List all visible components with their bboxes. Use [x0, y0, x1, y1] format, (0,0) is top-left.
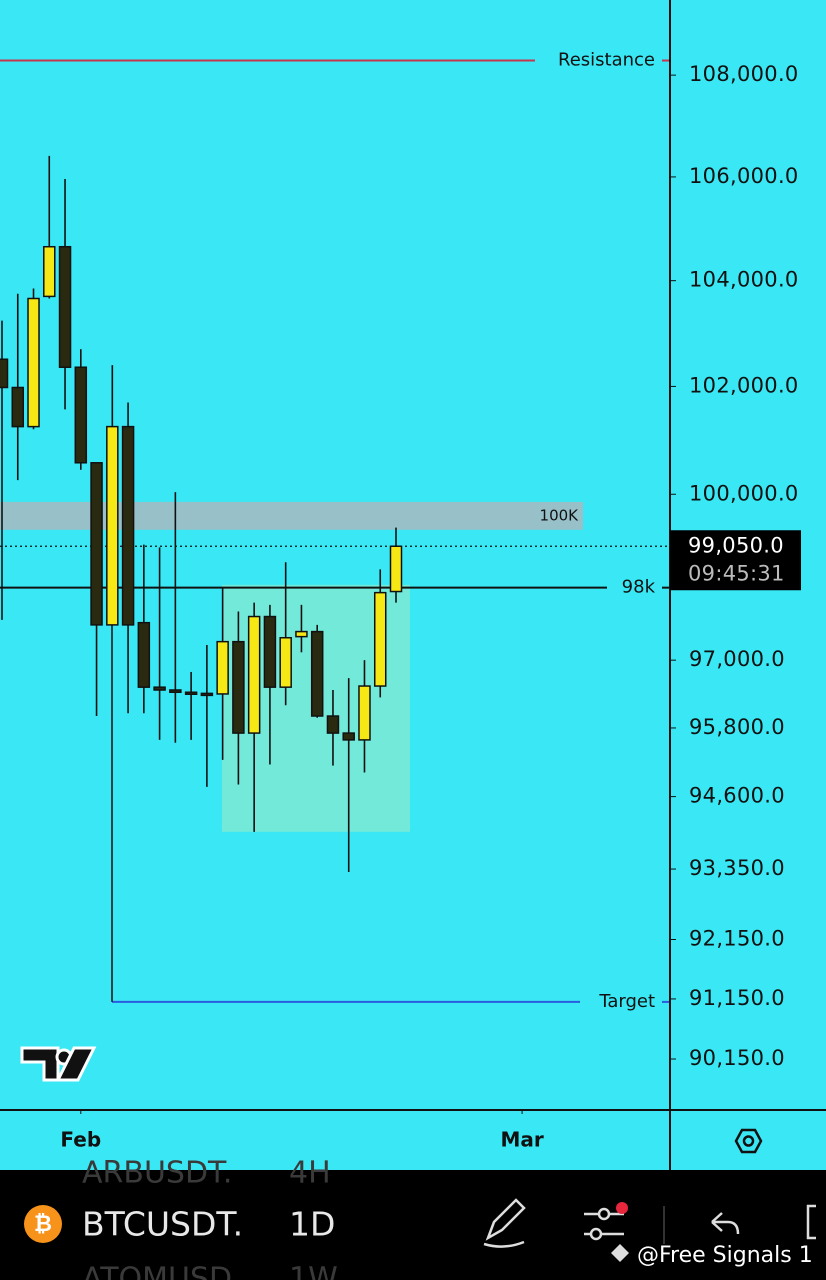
watermark-icon — [611, 1244, 629, 1262]
candle-body — [121, 425, 135, 626]
candle-body — [295, 630, 308, 638]
candle-body — [106, 425, 119, 626]
candle-body — [232, 640, 245, 734]
candle-body — [247, 615, 261, 734]
prev-interval[interactable]: 4H — [289, 1156, 331, 1191]
draw-icon[interactable] — [483, 1198, 526, 1248]
level-label: Resistance — [558, 50, 655, 71]
zone-label: 100K — [540, 506, 580, 524]
candle-body — [153, 686, 166, 691]
notification-dot — [616, 1202, 628, 1214]
candle-body — [58, 245, 72, 368]
bitcoin-symbol: ₿ — [34, 1212, 52, 1237]
candle-body — [389, 545, 403, 593]
y-tick-label: 108,000.0 — [689, 62, 799, 86]
candle-body — [184, 691, 198, 696]
candle-body — [279, 636, 292, 688]
y-tick-label: 92,150.0 — [689, 927, 785, 951]
y-tick-label: 90,150.0 — [689, 1046, 785, 1070]
symbol[interactable]: BTCUSDT. — [82, 1205, 243, 1244]
candle-body — [11, 386, 25, 428]
y-tick-label: 93,350.0 — [689, 856, 785, 880]
more-icon[interactable] — [806, 1204, 816, 1240]
level-label: 98k — [622, 577, 656, 598]
x-tick-label: Mar — [500, 1128, 543, 1152]
y-tick-label: 91,150.0 — [689, 986, 785, 1010]
watermark: @Free Signals 1 — [637, 1243, 813, 1268]
candle-body — [216, 640, 229, 695]
candle-body — [0, 358, 9, 389]
settings-icon[interactable] — [734, 1128, 763, 1154]
plot: 100K Resistance 98k Target — [0, 50, 670, 1012]
candle-body — [137, 621, 151, 688]
candle-body — [342, 732, 355, 741]
y-tick-label: 95,800.0 — [689, 715, 785, 739]
tradingview-logo — [20, 1046, 97, 1082]
candle-body — [310, 630, 324, 717]
y-tick-label: 94,600.0 — [689, 784, 785, 808]
candle-body — [200, 692, 214, 697]
candle-body — [326, 715, 340, 734]
y-tick-label: 102,000.0 — [689, 373, 799, 397]
zone — [0, 501, 583, 530]
x-tick-label: Feb — [60, 1128, 101, 1152]
level-label: Target — [598, 991, 655, 1012]
next-interval[interactable]: 1W — [289, 1262, 338, 1280]
bitcoin-icon — [24, 1205, 62, 1243]
prev-symbol[interactable]: ARBUSDT. — [82, 1156, 232, 1191]
candle-body — [169, 689, 182, 694]
y-tick-label: 106,000.0 — [689, 164, 799, 188]
candle-body — [27, 297, 40, 428]
candle-body — [263, 615, 277, 688]
y-tick-label: 97,000.0 — [689, 647, 785, 671]
toolbar — [0, 1170, 826, 1280]
countdown: 09:45:31 — [688, 561, 785, 585]
last-price-box — [670, 530, 801, 591]
last-price-label: 99,050.0 — [688, 533, 784, 557]
undo-icon[interactable] — [711, 1212, 740, 1235]
candle-body — [43, 245, 56, 298]
interval[interactable]: 1D — [289, 1205, 335, 1244]
candle-body — [358, 685, 371, 741]
y-tick-label: 100,000.0 — [689, 481, 799, 505]
candle-body — [74, 366, 88, 464]
candle-body — [373, 591, 387, 687]
y-tick-label: 104,000.0 — [689, 268, 799, 292]
candle-body — [90, 462, 103, 626]
indicators-icon[interactable] — [584, 1207, 624, 1241]
next-symbol[interactable]: ATOMUSD — [82, 1262, 232, 1280]
